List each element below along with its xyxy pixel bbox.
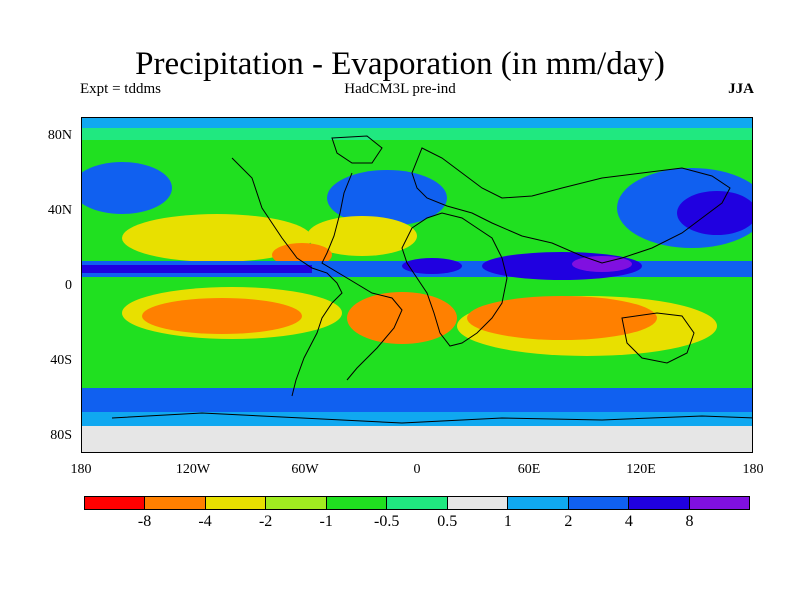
north-atlantic-dry — [307, 216, 417, 256]
kuroshio-wet — [677, 191, 752, 235]
indian-ocean-dry — [467, 296, 657, 340]
model-label: HadCM3L pre-ind — [344, 81, 456, 97]
colorbar-label: -0.5 — [374, 513, 400, 530]
colorbar-cell — [629, 497, 690, 509]
colorbar-cell — [266, 497, 327, 509]
southern-ocean-band — [82, 388, 752, 412]
colorbar-cell — [145, 497, 206, 509]
americas-west-coast — [231, 157, 343, 397]
lat-tick-40n: 40N — [47, 203, 72, 218]
colorbar-label: -1 — [319, 513, 333, 530]
lat-tick-40s: 40S — [50, 353, 72, 368]
arctic-band-2 — [82, 128, 752, 140]
colorbar-cell — [508, 497, 569, 509]
colorbar-cell — [447, 497, 509, 509]
colorbar-label: 8 — [685, 513, 694, 530]
antarctica-outline — [111, 412, 752, 424]
arctic-band — [82, 118, 752, 128]
experiment-label: Expt = tddms — [80, 81, 161, 97]
precipitation-map — [81, 117, 753, 453]
lon-tick-60e: 60E — [517, 462, 541, 477]
lat-tick-0: 0 — [65, 278, 72, 293]
monsoon-core — [572, 256, 632, 272]
lon-tick-180-left: 180 — [70, 462, 92, 477]
greenland-outline — [331, 135, 383, 164]
north-pacific-west-wet — [82, 162, 172, 214]
colorbar-cell — [689, 497, 749, 509]
north-atlantic-wet — [327, 170, 447, 226]
south-atlantic-dry — [347, 292, 457, 344]
colorbar-label: -2 — [258, 513, 273, 530]
lon-tick-60w: 60W — [291, 462, 319, 477]
colorbar-label: -8 — [137, 513, 152, 530]
colorbar-label: 1 — [503, 513, 512, 530]
lon-tick-120w: 120W — [175, 462, 211, 477]
itcz-pacific-core — [82, 265, 312, 273]
lon-tick-120e: 120E — [626, 462, 656, 477]
colorbar-label: 4 — [624, 513, 633, 530]
colorbar — [84, 496, 750, 510]
africa-itcz — [402, 258, 462, 274]
colorbar-cell — [326, 497, 388, 509]
colorbar-label: -4 — [198, 513, 212, 530]
lon-tick-0: 0 — [413, 462, 421, 477]
colorbar-cell — [85, 497, 146, 509]
north-pacific-dry — [122, 214, 312, 262]
colorbar-cell — [568, 497, 630, 509]
colorbar-cell — [205, 497, 267, 509]
lon-tick-180-right: 180 — [742, 462, 764, 477]
season-label: JJA — [728, 81, 754, 97]
coastlines — [111, 135, 752, 424]
americas-east-coast — [321, 172, 403, 381]
south-pacific-dry — [142, 298, 302, 334]
australia-outline — [621, 312, 695, 364]
lat-tick-80s: 80S — [50, 428, 72, 443]
antarctic-band — [82, 426, 752, 452]
chart-title: Precipitation - Evaporation (in mm/day) — [135, 46, 665, 82]
eurasia-outline — [411, 147, 731, 264]
lat-tick-80n: 80N — [47, 128, 72, 143]
africa-outline — [401, 212, 508, 347]
map-canvas — [82, 118, 752, 452]
colorbar-label: 0.5 — [437, 513, 458, 530]
colorbar-cell — [387, 497, 448, 509]
colorbar-label: 2 — [564, 513, 573, 530]
